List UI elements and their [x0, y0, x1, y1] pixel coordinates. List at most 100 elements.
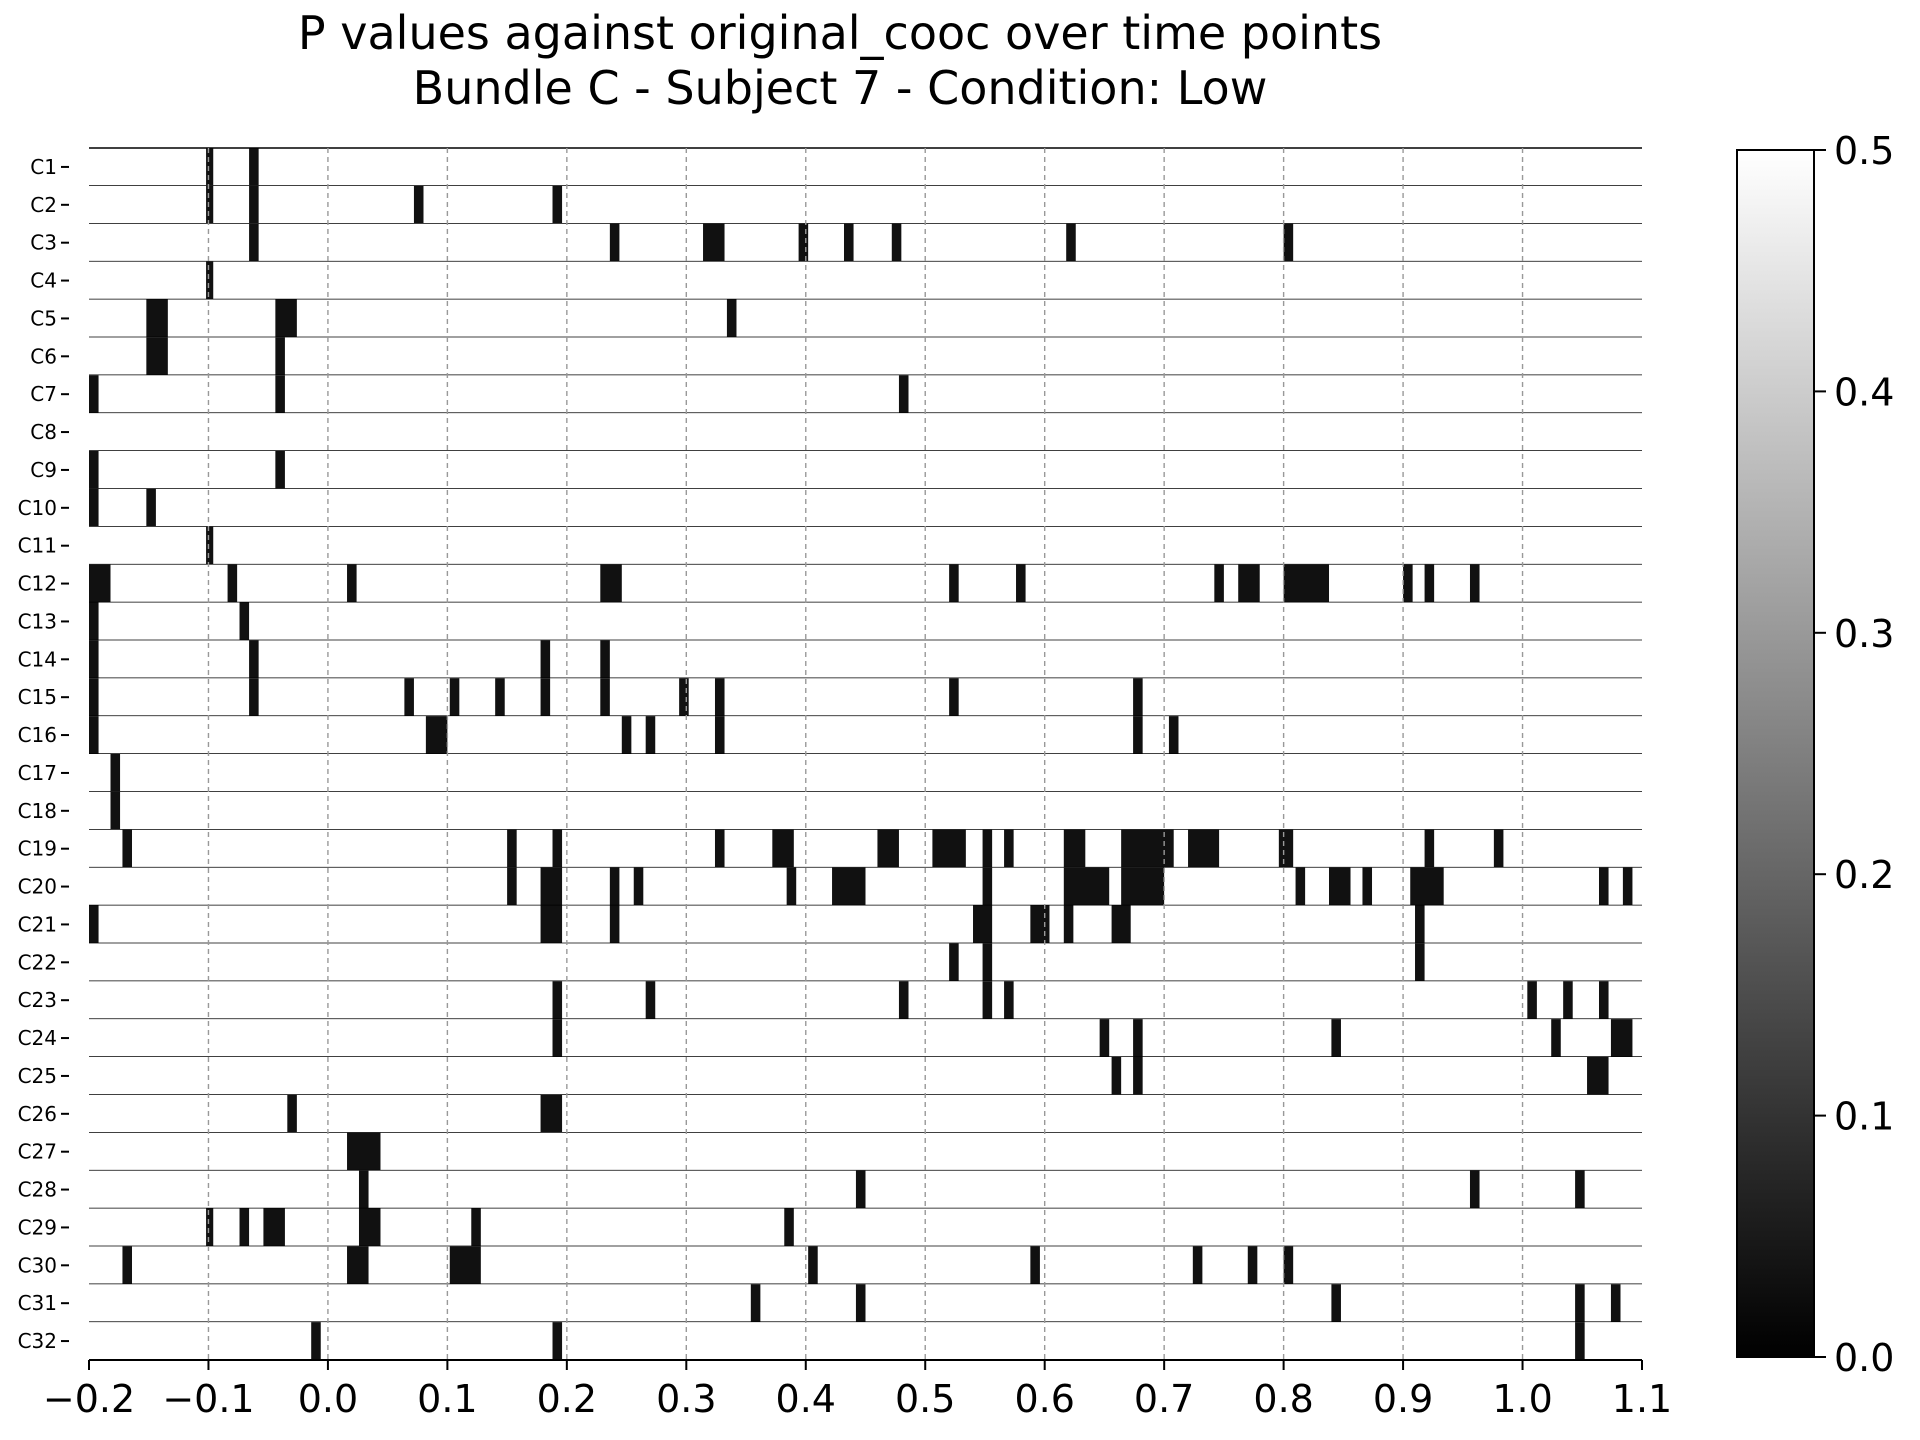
row-background	[89, 1132, 1642, 1171]
low-p-cell	[540, 905, 563, 944]
heatmap-row	[89, 375, 1642, 414]
heatmap-row	[89, 526, 1642, 566]
low-p-cell	[227, 564, 238, 603]
row-label: C15	[18, 685, 57, 709]
x-tick-label: 0.9	[1373, 1377, 1433, 1421]
low-p-cell	[1192, 1246, 1203, 1285]
low-p-cell	[206, 1208, 214, 1247]
low-p-cell	[552, 829, 563, 868]
low-p-cell	[1469, 1170, 1480, 1209]
low-p-cell	[347, 564, 357, 603]
heatmap-row	[89, 185, 1642, 225]
low-p-cell	[609, 223, 620, 262]
low-p-cell	[1099, 1019, 1110, 1057]
low-p-cell	[855, 1284, 866, 1323]
row-label: C8	[30, 420, 57, 444]
low-p-cell	[1063, 905, 1074, 944]
low-p-cell	[495, 678, 505, 717]
heatmap-row	[89, 451, 1642, 490]
low-p-cell	[1424, 829, 1435, 868]
low-p-cell	[89, 451, 99, 489]
low-p-cell	[1415, 905, 1425, 944]
x-tick-label: 0.4	[776, 1377, 836, 1421]
heatmap-row	[89, 1322, 1642, 1361]
low-p-cell	[347, 1132, 381, 1171]
low-p-cell	[949, 943, 959, 982]
low-p-cell	[206, 148, 214, 186]
low-p-cell	[1188, 829, 1220, 868]
low-p-cell	[1133, 678, 1143, 717]
heatmap-row	[89, 1057, 1642, 1096]
low-p-cell	[898, 375, 909, 414]
heatmap-row	[89, 299, 1642, 339]
colorbar-tick-label: 0.3	[1834, 612, 1894, 656]
low-p-cell	[1133, 716, 1143, 754]
low-p-cell	[609, 905, 620, 944]
row-background	[89, 526, 1642, 565]
colorbar-tick-label: 0.1	[1834, 1095, 1894, 1139]
low-p-cell	[600, 564, 622, 603]
row-background	[89, 223, 1642, 262]
low-p-cell	[89, 716, 99, 754]
row-label: C27	[18, 1140, 57, 1164]
row-background	[89, 678, 1642, 717]
colorbar-tick-label: 0.4	[1834, 370, 1894, 414]
low-p-cell	[552, 981, 563, 1020]
heatmap-row	[89, 791, 1642, 831]
low-p-cell	[621, 716, 632, 754]
low-p-cell	[540, 640, 551, 679]
low-p-cell	[89, 564, 111, 603]
row-background	[89, 754, 1642, 792]
heatmap-row	[89, 754, 1642, 793]
low-p-cell	[703, 223, 725, 262]
low-p-cell	[89, 640, 99, 679]
row-label: C14	[18, 647, 57, 671]
row-label: C29	[18, 1215, 57, 1239]
heatmap-row	[89, 337, 1642, 377]
row-label: C5	[30, 306, 57, 330]
chart-title: P values against original_cooc over time…	[298, 6, 1382, 115]
low-p-cell	[206, 185, 214, 224]
low-p-cell	[600, 640, 610, 679]
row-label: C32	[18, 1329, 57, 1353]
low-p-cell	[449, 1246, 481, 1285]
low-p-cell	[832, 867, 866, 906]
low-p-cell	[855, 1170, 866, 1209]
row-label: C25	[18, 1064, 57, 1088]
heatmap-row	[89, 867, 1642, 907]
heatmap-row	[89, 1208, 1642, 1248]
low-p-cell	[540, 1094, 563, 1133]
low-p-cell	[1283, 223, 1294, 262]
heatmap-row	[89, 1132, 1642, 1172]
low-p-cell	[146, 299, 168, 338]
row-background	[89, 905, 1642, 944]
low-p-cell	[552, 1019, 563, 1057]
low-p-cell	[146, 337, 168, 376]
row-label: C9	[30, 458, 57, 482]
low-p-cell	[877, 829, 899, 868]
low-p-cell	[413, 185, 424, 224]
low-p-cell	[784, 1208, 794, 1247]
row-background	[89, 716, 1642, 754]
heatmap-row	[89, 640, 1642, 680]
low-p-cell	[633, 867, 644, 906]
low-p-cell	[540, 678, 551, 717]
low-p-cell	[275, 375, 285, 414]
row-label: C16	[18, 723, 57, 747]
low-p-cell	[425, 716, 448, 754]
low-p-cell	[552, 1322, 563, 1360]
low-p-cell	[1575, 1322, 1585, 1360]
low-p-cell	[146, 488, 156, 527]
row-label: C21	[18, 912, 57, 936]
low-p-cell	[206, 526, 214, 565]
low-p-cell	[1030, 905, 1050, 944]
low-p-cell	[1331, 1284, 1341, 1323]
low-p-cell	[1610, 1019, 1633, 1057]
low-p-cell	[714, 716, 725, 754]
low-p-cell	[347, 1246, 369, 1285]
low-p-cell	[239, 602, 250, 641]
row-background	[89, 791, 1642, 830]
low-p-cell	[122, 1246, 133, 1285]
low-p-cell	[1168, 716, 1179, 754]
